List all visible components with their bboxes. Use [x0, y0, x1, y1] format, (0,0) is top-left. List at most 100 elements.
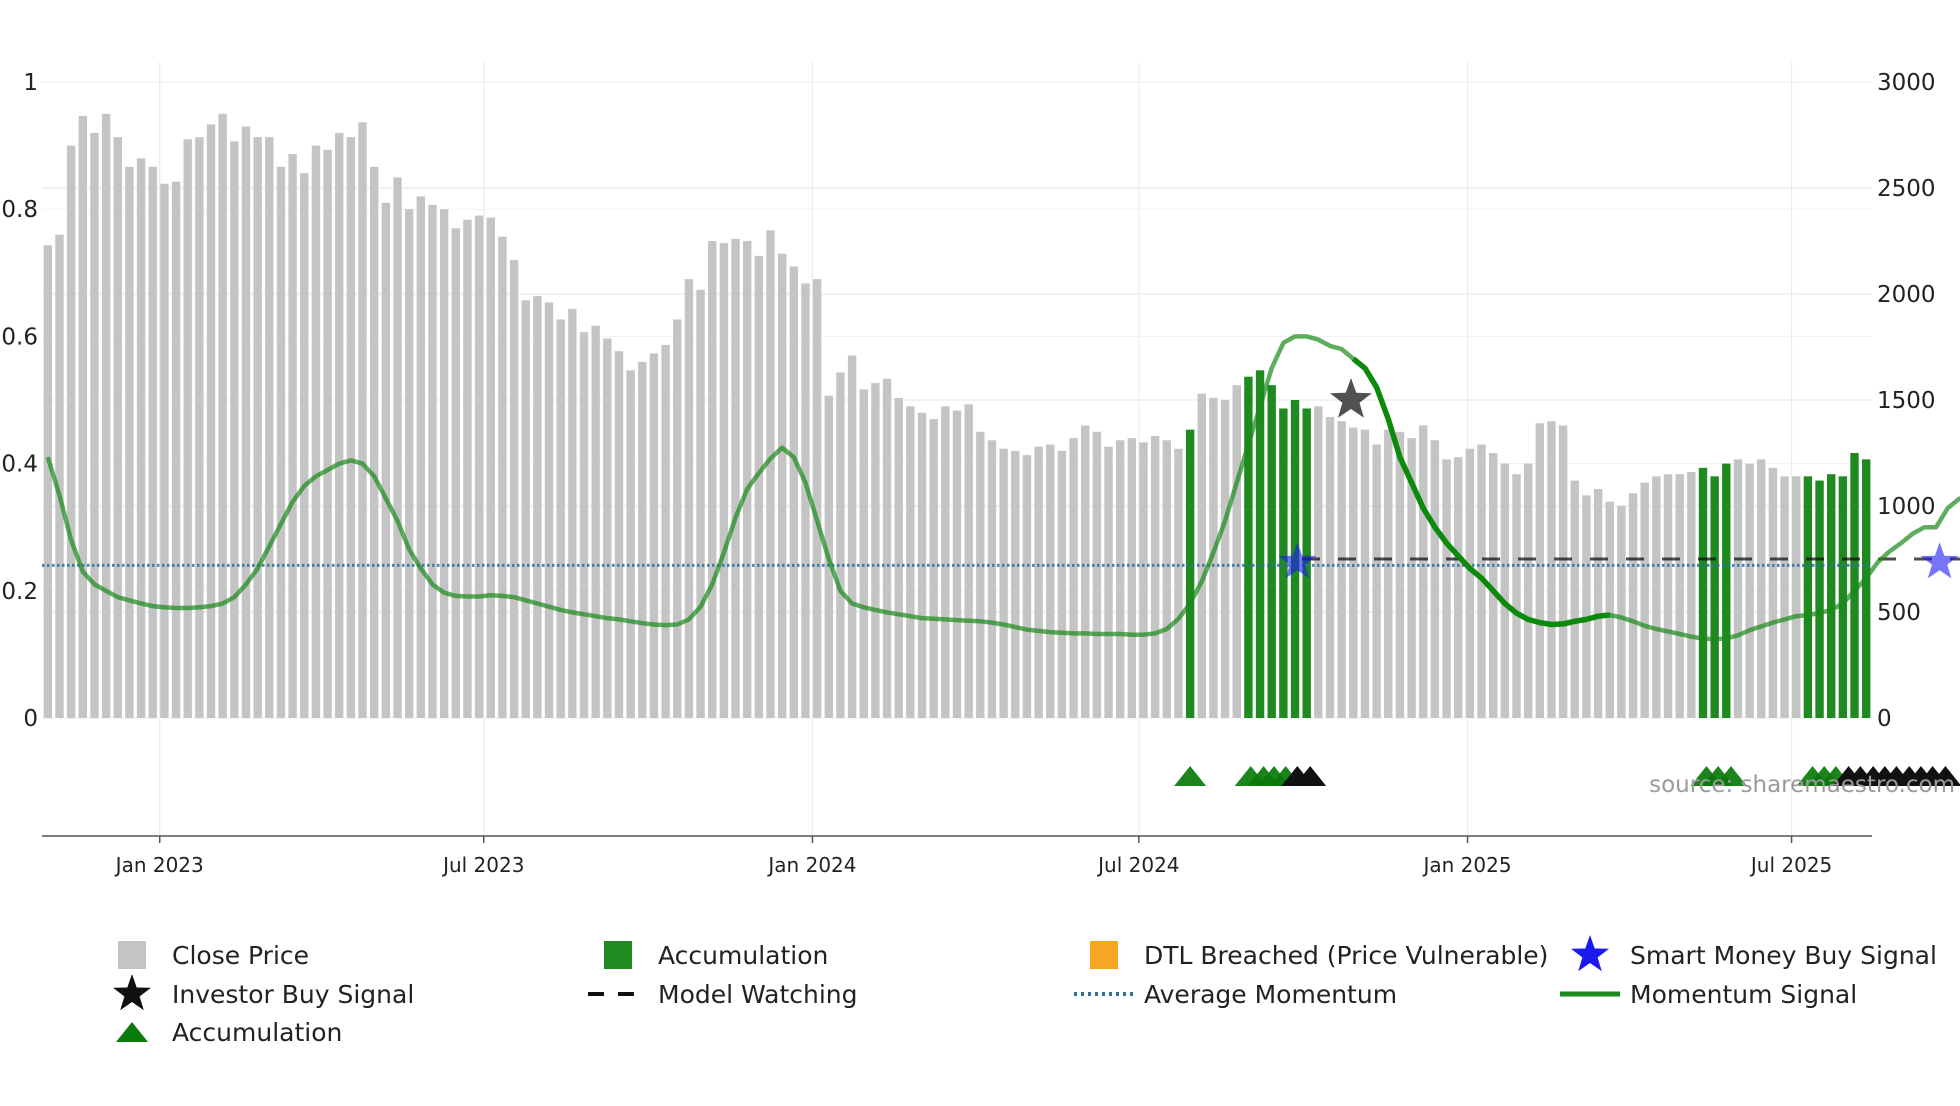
close-price-bar [160, 183, 169, 718]
close-price-bar [673, 319, 682, 718]
x-axis-tick-label: Jul 2023 [441, 853, 524, 877]
close-price-bar [847, 355, 857, 718]
close-price-bar [230, 141, 239, 719]
smart-money-signal-star [1920, 542, 1959, 579]
close-price-bar [696, 289, 705, 718]
close-price-bar [638, 361, 647, 718]
close-price-bar [1034, 446, 1043, 718]
close-price-bar [509, 260, 519, 718]
close-price-bar [253, 137, 262, 718]
close-price-bar [1792, 476, 1801, 718]
close-price-bar [1687, 472, 1696, 718]
close-price-bar [731, 238, 740, 718]
legend-triangle [116, 1022, 148, 1042]
accumulation-triangle-marker [1174, 766, 1207, 786]
close-price-bar [1570, 480, 1579, 718]
close-price-bar [591, 325, 600, 718]
source-label: source: sharemaestro.com [1649, 772, 1955, 798]
close-price-bar [719, 243, 729, 718]
signal-markers [1278, 378, 1959, 579]
legend-label: Average Momentum [1144, 980, 1397, 1009]
close-price-bar [463, 219, 472, 719]
close-price-bar [323, 149, 332, 719]
close-price-bar [1430, 440, 1440, 718]
close-price-bar [1372, 444, 1381, 718]
close-price-bar [183, 139, 192, 719]
close-price-bar [451, 228, 460, 718]
x-axis-tick-label: Jan 2024 [766, 853, 856, 877]
accumulation-triangle-marker [1294, 766, 1327, 786]
close-price-bar [358, 122, 367, 718]
accumulation-bar [1267, 385, 1276, 718]
left-axis-tick: 0.2 [1, 579, 38, 605]
close-price-bar [1488, 453, 1498, 718]
close-price-bar [614, 351, 624, 718]
close-price-bar [171, 181, 181, 718]
close-price-bar [1069, 438, 1078, 718]
right-axis-tick: 1500 [1877, 388, 1936, 414]
accumulation-bar [1815, 480, 1824, 718]
close-price-bar [894, 397, 903, 718]
accumulation-bar [1185, 429, 1195, 718]
left-axis-tick: 0.6 [1, 324, 38, 350]
legend-label: Accumulation [172, 1018, 342, 1047]
close-price-bar [335, 132, 344, 718]
close-price-bar [1046, 444, 1055, 718]
close-price-bar [999, 448, 1008, 718]
close-price-bar [1628, 493, 1638, 718]
close-price-bar [1139, 442, 1148, 718]
momentum-signal-highlight [1351, 356, 1610, 628]
legend-swatch-accumulation [604, 941, 632, 969]
x-axis-tick-label: Jan 2025 [1421, 853, 1511, 877]
close-price-bar [684, 279, 694, 718]
close-price-bar [766, 230, 775, 718]
close-price-bar [241, 126, 251, 718]
smart-money-signal-star [1278, 542, 1317, 579]
close-price-bar [1104, 446, 1113, 718]
accumulation-bar [1698, 467, 1708, 718]
close-price-bar [1500, 463, 1510, 718]
close-price-bar [661, 344, 670, 718]
close-price-bar [206, 124, 216, 718]
close-price-bar [66, 145, 76, 719]
close-price-bar [1197, 393, 1206, 718]
close-price-bar [1174, 448, 1183, 718]
close-price-bar [1605, 501, 1614, 718]
close-price-bar [1465, 448, 1475, 718]
close-price-bar [1115, 440, 1125, 718]
close-price-bar [486, 217, 495, 718]
close-price-bar [1733, 459, 1743, 718]
close-price-bar [603, 338, 612, 718]
close-price-bar [404, 209, 414, 718]
close-price-bar [906, 406, 915, 718]
close-price-bar [579, 332, 589, 718]
right-axis-tick: 1000 [1877, 494, 1936, 520]
close-price-bar [1745, 463, 1754, 718]
close-price-bar [1547, 421, 1556, 718]
left-axis-tick: 1 [23, 70, 38, 96]
close-price-bar [43, 245, 53, 719]
close-price-bar [55, 234, 64, 718]
close-price-bar [871, 383, 880, 718]
x-axis-tick-label: Jul 2024 [1096, 853, 1179, 877]
close-price-bar [1162, 440, 1172, 718]
accumulation-markers [1174, 766, 1960, 786]
close-price-bar [1011, 450, 1020, 718]
close-price-bar [1593, 489, 1603, 718]
close-price-bar [1582, 495, 1591, 718]
close-price-bar [1617, 506, 1626, 718]
legend-label: Investor Buy Signal [172, 980, 414, 1009]
legend-label: Momentum Signal [1630, 980, 1857, 1009]
legend-swatch-dtl [1090, 941, 1118, 969]
legend-star-investor [113, 974, 151, 1011]
accumulation-bar [1827, 474, 1836, 718]
close-price-bar [941, 406, 950, 718]
legend-star-smart_money [1571, 935, 1609, 972]
close-price-bar [1442, 459, 1451, 718]
close-price-bar [521, 300, 530, 718]
x-axis-tick-label: Jan 2023 [114, 853, 204, 877]
close-price-bar [1057, 450, 1067, 718]
close-price-bar [90, 132, 99, 718]
close-price-bar [78, 115, 87, 719]
